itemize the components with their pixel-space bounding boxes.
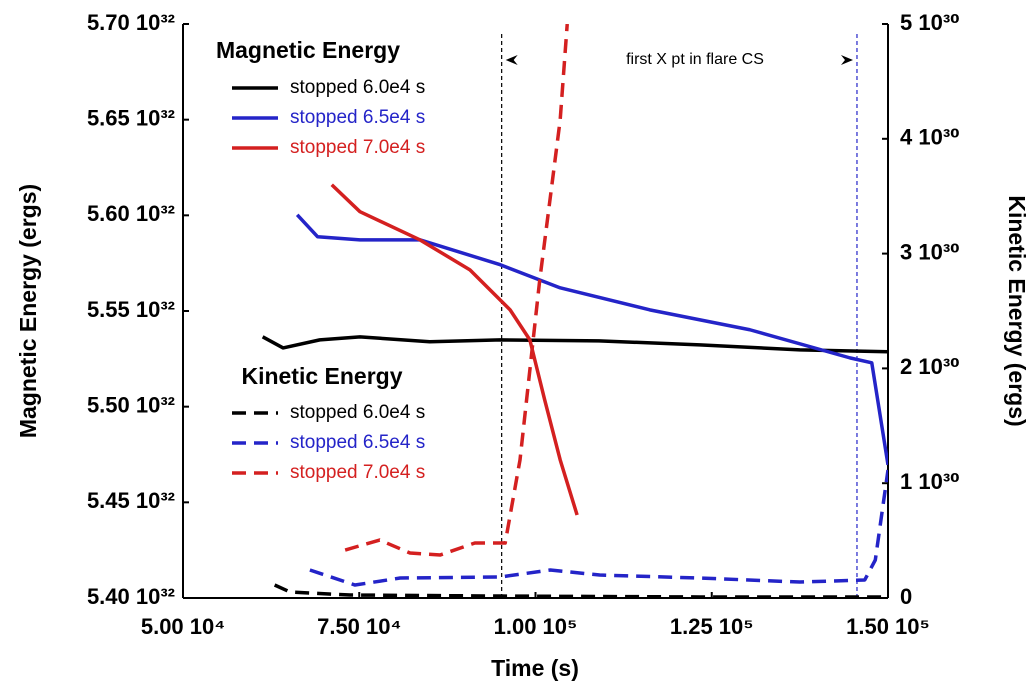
legend-label: stopped 6.5e4 s — [290, 107, 425, 128]
y2-tick-label: 5 10³⁰ — [900, 10, 960, 35]
legend-label: stopped 7.0e4 s — [290, 137, 425, 158]
x-axis-label: Time (s) — [491, 655, 579, 681]
legend-title: Kinetic Energy — [241, 363, 402, 389]
y2-tick-label: 1 10³⁰ — [900, 469, 960, 494]
legend-label: stopped 6.0e4 s — [290, 77, 425, 98]
y-tick-label: 5.55 10³² — [87, 297, 175, 322]
legend-label: stopped 7.0e4 s — [290, 462, 425, 483]
series-line — [330, 183, 579, 516]
series-line — [344, 24, 569, 557]
annotation-arrow — [840, 55, 853, 65]
y-tick-label: 5.65 10³² — [87, 105, 175, 130]
x-tick-label: 1.00 10⁵ — [494, 614, 578, 639]
x-tick-label: 5.00 10⁴ — [141, 614, 225, 639]
y-tick-label: 5.40 10³² — [87, 584, 175, 609]
legend-title: Magnetic Energy — [216, 37, 400, 63]
legend-label: stopped 6.0e4 s — [290, 402, 425, 423]
annotation-text: first X pt in flare CS — [626, 51, 764, 68]
x-tick-label: 7.50 10⁴ — [317, 614, 401, 639]
y-tick-label: 5.45 10³² — [87, 488, 175, 513]
x-tick-label: 1.50 10⁵ — [846, 614, 930, 639]
series-line — [309, 469, 888, 587]
y2-tick-label: 3 10³⁰ — [900, 239, 960, 264]
y2-axis-label: Kinetic Energy (ergs) — [1004, 195, 1030, 426]
series-line — [261, 335, 888, 354]
series-line — [295, 213, 888, 466]
y-tick-label: 5.60 10³² — [87, 201, 175, 226]
y-tick-label: 5.50 10³² — [87, 392, 175, 417]
series-line — [273, 583, 888, 598]
y2-tick-label: 4 10³⁰ — [900, 125, 960, 150]
y2-tick-label: 0 — [900, 584, 912, 609]
y2-tick-label: 2 10³⁰ — [900, 354, 960, 379]
x-tick-label: 1.25 10⁵ — [670, 614, 754, 639]
legend-label: stopped 6.5e4 s — [290, 432, 425, 453]
annotation-arrow — [505, 55, 518, 65]
y-tick-label: 5.70 10³² — [87, 10, 175, 35]
y-axis-label: Magnetic Energy (ergs) — [15, 184, 41, 438]
